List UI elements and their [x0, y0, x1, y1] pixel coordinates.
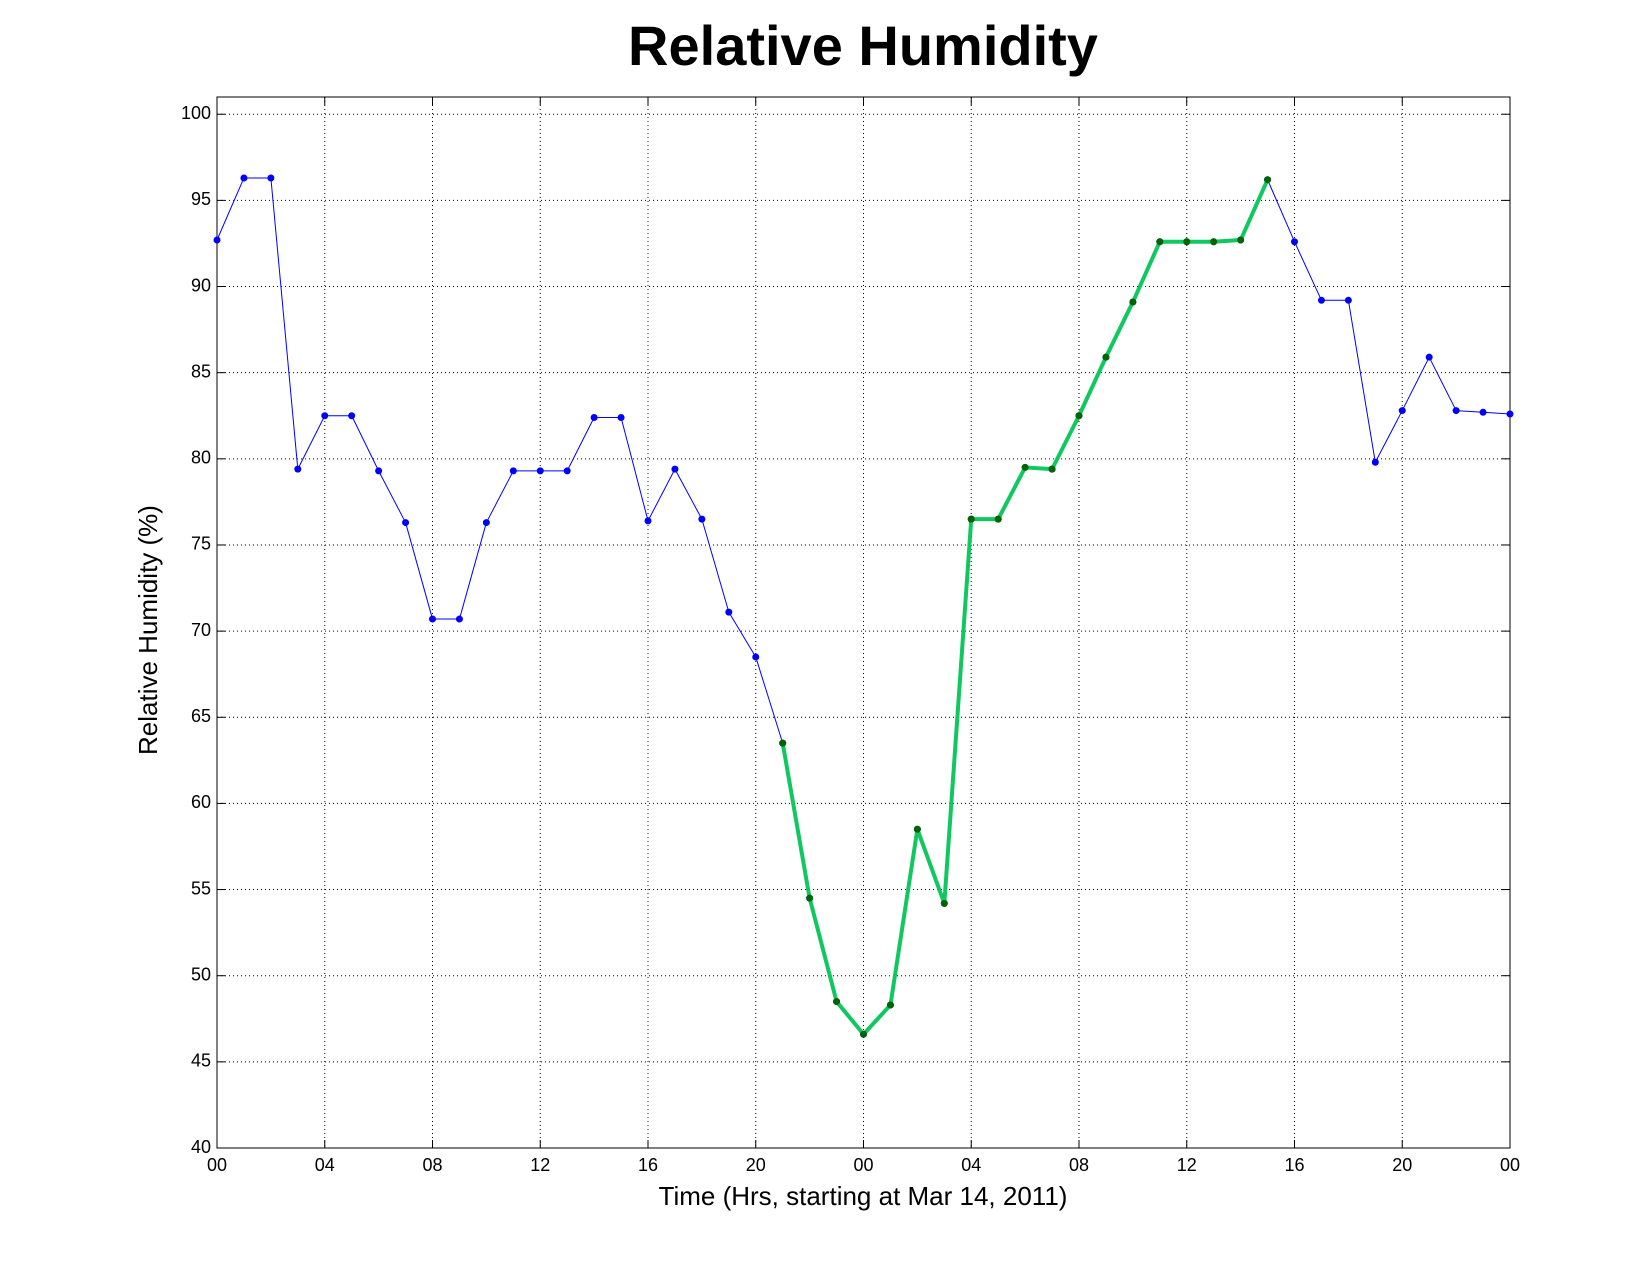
data-point — [321, 412, 329, 420]
x-axis-label: Time (Hrs, starting at Mar 14, 2011) — [659, 1181, 1068, 1211]
y-tick-label: 55 — [191, 878, 211, 898]
data-point — [429, 615, 436, 623]
data-point — [1021, 463, 1029, 471]
data-point — [375, 467, 383, 475]
data-point — [1183, 238, 1191, 246]
x-tick-label: 20 — [1392, 1155, 1412, 1175]
data-point — [752, 653, 760, 661]
data-point — [1452, 407, 1460, 415]
plot-frame — [216, 96, 1511, 1149]
data-point — [967, 515, 975, 523]
data-point — [1264, 176, 1272, 184]
y-tick-label: 70 — [191, 620, 211, 640]
y-axis-label: Relative Humidity (%) — [133, 505, 163, 755]
data-point — [1237, 236, 1245, 244]
x-tick-label: 08 — [422, 1155, 442, 1175]
data-point — [455, 615, 463, 623]
data-point — [1506, 410, 1514, 418]
x-tick-label: 16 — [638, 1155, 658, 1175]
data-point — [1398, 407, 1406, 415]
data-point — [213, 236, 221, 244]
y-tick-label: 100 — [181, 103, 211, 123]
data-point — [294, 465, 302, 473]
data-point — [1371, 458, 1379, 466]
data-point — [509, 467, 517, 475]
data-point — [725, 608, 733, 616]
data-point — [402, 519, 410, 527]
x-tick-label: 20 — [746, 1155, 766, 1175]
x-tick-label: 00 — [1500, 1155, 1520, 1175]
data-point — [913, 825, 921, 833]
data-point — [590, 413, 598, 421]
data-point — [1291, 238, 1298, 246]
data-point — [940, 899, 948, 907]
y-tick-label: 95 — [191, 189, 211, 209]
data-point — [1129, 298, 1137, 306]
y-tick-label: 45 — [191, 1051, 211, 1071]
x-tick-label: 12 — [530, 1155, 550, 1175]
data-point — [267, 174, 275, 182]
data-point — [1479, 408, 1487, 416]
x-tick-label: 00 — [207, 1155, 227, 1175]
data-point — [1075, 412, 1083, 420]
data-point — [1425, 353, 1433, 361]
data-point — [994, 515, 1002, 523]
data-point — [1156, 238, 1164, 246]
data-point — [536, 467, 544, 475]
data-point — [482, 519, 490, 527]
y-tick-label: 85 — [191, 361, 211, 381]
data-point — [563, 467, 571, 475]
y-tick-label: 50 — [191, 964, 211, 984]
data-point — [860, 1030, 867, 1038]
y-tick-label: 75 — [191, 534, 211, 554]
data-point — [240, 174, 248, 182]
y-tick-label: 40 — [191, 1137, 211, 1157]
data-point — [886, 1001, 894, 1009]
data-point — [833, 998, 841, 1006]
data-point — [698, 515, 706, 523]
data-point — [1048, 465, 1056, 473]
data-point — [1344, 296, 1352, 304]
y-tick-label: 80 — [191, 448, 211, 468]
data-point — [806, 894, 814, 902]
x-tick-label: 04 — [315, 1155, 335, 1175]
data-point — [779, 739, 787, 747]
data-point — [348, 412, 356, 420]
y-tick-label: 65 — [191, 706, 211, 726]
y-tick-label: 60 — [191, 792, 211, 812]
data-point — [1210, 238, 1218, 246]
x-tick-label: 00 — [853, 1155, 873, 1175]
x-tick-label: 04 — [961, 1155, 981, 1175]
x-tick-label: 12 — [1177, 1155, 1197, 1175]
data-point — [671, 465, 679, 473]
x-tick-label: 08 — [1069, 1155, 1089, 1175]
data-point — [1102, 353, 1110, 361]
data-point — [617, 413, 625, 421]
chart-title: Relative Humidity — [628, 14, 1098, 77]
x-tick-label: 16 — [1284, 1155, 1304, 1175]
y-tick-label: 90 — [191, 275, 211, 295]
data-point — [1317, 296, 1325, 304]
data-point — [644, 517, 652, 525]
